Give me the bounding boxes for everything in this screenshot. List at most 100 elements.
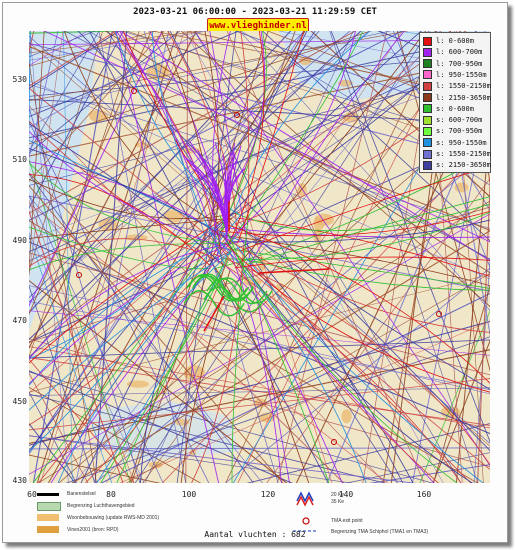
legend-swatch	[423, 81, 432, 91]
approach-track	[57, 251, 232, 483]
approach-track	[29, 231, 231, 426]
flight-track	[29, 234, 113, 483]
flight-track	[190, 31, 333, 483]
legend-swatch	[423, 149, 432, 159]
flight-track	[29, 387, 490, 396]
flight-track	[29, 346, 490, 429]
flight-track	[29, 199, 135, 483]
flight-track	[224, 267, 490, 483]
flight-track	[29, 213, 490, 475]
x-tick-100: 100	[181, 490, 197, 499]
approach-track	[29, 174, 211, 267]
flight-track	[129, 31, 269, 483]
approach-track	[140, 242, 227, 483]
approach-track	[229, 236, 484, 483]
tma-exit-icon	[302, 517, 310, 525]
flight-track	[29, 42, 490, 447]
legend-item: l: 700-950m	[423, 59, 482, 69]
flight-track	[64, 31, 490, 260]
tma-exit-point-north	[131, 88, 137, 94]
legend-swatch	[423, 93, 432, 102]
legend-swatch	[423, 126, 432, 136]
tma-boundary-label: Begrenzing TMA Schiphol (TMA1 en TMA3)	[331, 529, 429, 535]
flight-track	[29, 31, 357, 214]
flight-track	[43, 31, 490, 243]
y-tick-470: 470	[12, 316, 27, 325]
flight-track	[29, 31, 141, 34]
approach-track	[151, 31, 226, 265]
flight-track	[119, 31, 490, 262]
flight-track	[330, 31, 490, 443]
flight-track	[29, 393, 386, 483]
approach-track	[29, 120, 221, 264]
approach-track	[212, 233, 367, 483]
departure-track	[211, 277, 273, 304]
flight-track	[29, 31, 59, 160]
approach-track	[115, 31, 222, 247]
airport-boundary-swatch	[37, 502, 61, 511]
altitude-legend: l: 0-600m l: 600-700m l: 700-950m l: 950-15…	[419, 32, 491, 173]
approach-track	[230, 31, 364, 242]
x-tick-80: 80	[106, 490, 116, 499]
approach-track	[228, 248, 282, 483]
flight-track	[29, 31, 165, 182]
urban-area	[454, 182, 469, 193]
flight-track	[29, 31, 204, 54]
flight-track	[94, 150, 490, 483]
approach-track	[244, 241, 414, 483]
low-altitude-track	[258, 268, 330, 274]
flight-track	[29, 45, 490, 231]
urban-area	[148, 461, 163, 469]
approach-track	[240, 166, 490, 252]
urban-area	[126, 380, 149, 388]
figure-frame: 2023-03-21 06:00:00 - 2023-03-21 11:29:5…	[2, 2, 508, 543]
legend-label: l: 2150-3650m	[436, 93, 491, 102]
legend-swatch	[423, 36, 432, 46]
departure-track	[206, 277, 268, 305]
flight-track	[29, 31, 163, 307]
approach-track	[29, 130, 230, 251]
flight-count: Aantal vluchten : 682	[204, 530, 306, 539]
runway-swatch	[37, 493, 59, 496]
approach-track	[246, 196, 490, 265]
airport-boundary-label: Begrenzing Luchthavengebied	[67, 503, 135, 509]
urban-area	[337, 79, 353, 87]
approach-track	[160, 31, 223, 266]
approach-track	[29, 240, 245, 360]
flight-track	[29, 70, 490, 240]
approach-track	[29, 123, 225, 267]
approach-track	[29, 139, 241, 242]
flight-track	[29, 31, 292, 314]
flight-track	[29, 39, 490, 46]
approach-track	[167, 31, 237, 233]
flight-track	[209, 31, 291, 483]
approach-track	[234, 256, 490, 269]
flight-track	[29, 35, 490, 139]
legend-swatch	[423, 160, 432, 170]
legend-item: s: 1550-2150m	[423, 149, 491, 159]
flight-track	[29, 31, 410, 102]
approach-track	[29, 216, 228, 452]
flight-track-map[interactable]	[29, 31, 490, 483]
legend-item: l: 1550-2150m	[423, 81, 491, 91]
flight-track	[29, 31, 404, 222]
approach-track	[237, 217, 490, 277]
legend-label: s: 2150-3650m	[436, 161, 491, 170]
flight-track	[477, 174, 490, 483]
low-altitude-track	[203, 295, 225, 332]
flight-track	[29, 31, 451, 394]
legend-label: l: 950-1550m	[436, 70, 487, 79]
legend-label: s: 1550-2150m	[436, 150, 491, 158]
flight-track	[71, 230, 490, 483]
approach-track	[224, 160, 238, 241]
approach-track	[29, 243, 238, 271]
housing-swatch	[37, 514, 59, 521]
approach-track	[191, 244, 245, 483]
noise-35-label: 35 Ke	[331, 499, 345, 505]
flight-track	[261, 31, 490, 242]
flight-track	[77, 31, 490, 452]
legend-swatch	[423, 104, 432, 114]
tma-exit-point-west	[76, 272, 82, 278]
tma-exit-point-south	[331, 439, 337, 445]
flight-track	[29, 42, 490, 163]
